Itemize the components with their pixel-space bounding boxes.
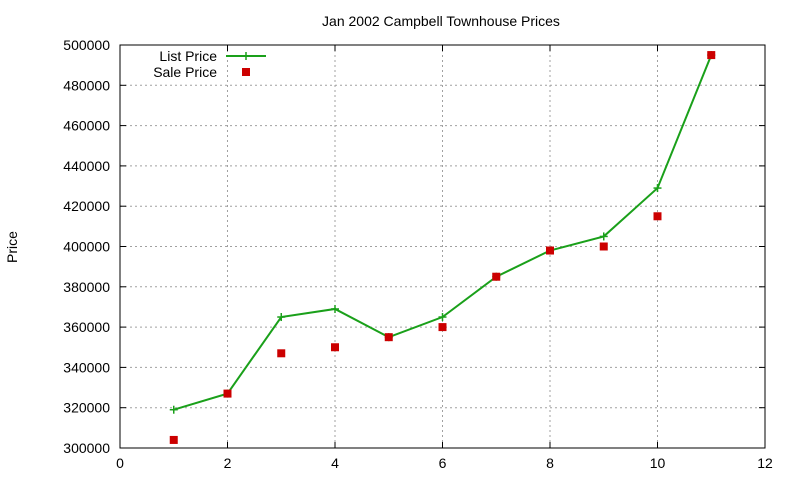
legend-marker-list-price	[242, 52, 250, 60]
sale-price-point	[277, 349, 286, 358]
sale-price-point	[546, 246, 554, 255]
y-tick-label: 300000	[63, 440, 110, 456]
y-tick-label: 420000	[63, 198, 110, 214]
sale-price-point	[653, 212, 662, 221]
sale-price-point	[331, 343, 339, 352]
legend-swatch-sale-price	[242, 68, 250, 76]
sale-price-point	[438, 323, 447, 332]
axis-ticks: 0 2 4 6 8 10 12 300000 320000 340000 360000 380000 4…	[63, 37, 773, 471]
y-axis-label: Price	[4, 231, 20, 263]
sale-price-point	[599, 242, 608, 251]
y-tick-label: 360000	[63, 319, 110, 335]
x-tick-label: 4	[331, 455, 339, 471]
legend-label-list-price: List Price	[159, 48, 217, 64]
x-tick-label: 12	[757, 455, 773, 471]
sale-price-point	[223, 389, 232, 398]
x-tick-label: 2	[224, 455, 232, 471]
sale-price-point	[169, 435, 178, 444]
y-tick-label: 500000	[63, 37, 110, 53]
sale-price-series	[169, 51, 716, 444]
sale-price-point	[384, 333, 393, 342]
x-tick-label: 0	[116, 455, 124, 471]
y-tick-label: 480000	[63, 77, 110, 93]
x-tick-label: 8	[546, 455, 554, 471]
y-tick-label: 460000	[63, 118, 110, 134]
y-tick-label: 400000	[63, 239, 110, 255]
legend-label-sale-price: Sale Price	[153, 64, 217, 80]
sale-price-point	[492, 272, 501, 281]
grid-lines	[120, 45, 765, 448]
y-tick-label: 340000	[63, 359, 110, 375]
y-tick-label: 440000	[63, 158, 110, 174]
list-price-point	[277, 313, 286, 322]
sale-price-point	[707, 51, 716, 60]
x-tick-label: 10	[650, 455, 666, 471]
y-tick-label: 380000	[63, 279, 110, 295]
list-price-point	[438, 313, 447, 322]
chart-title: Jan 2002 Campbell Townhouse Prices	[322, 13, 560, 29]
list-price-point	[169, 405, 178, 414]
list-price-point	[653, 184, 662, 193]
series-layer	[169, 51, 716, 444]
y-tick-label: 320000	[63, 400, 110, 416]
x-tick-label: 6	[439, 455, 447, 471]
list-price-point	[331, 304, 339, 313]
list-price-point	[599, 232, 608, 241]
